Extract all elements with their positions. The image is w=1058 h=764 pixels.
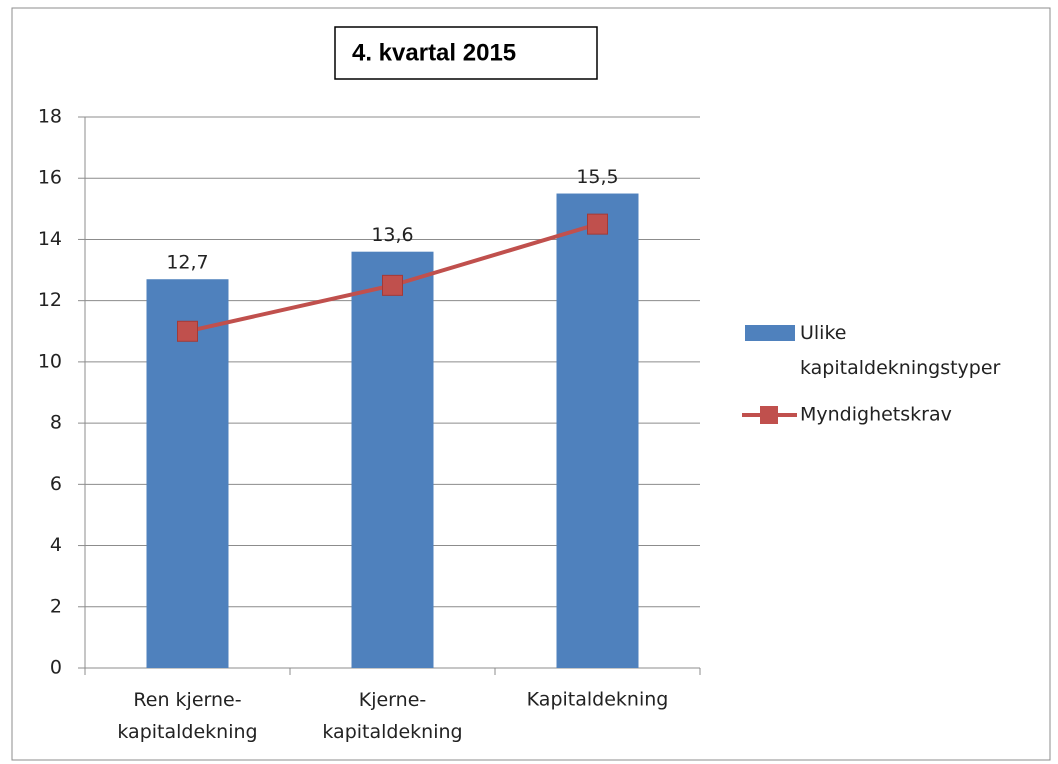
- marker: [382, 274, 403, 296]
- data-label: 13,6: [371, 224, 413, 246]
- data-label: 15,5: [576, 166, 618, 188]
- bar: [146, 279, 229, 668]
- y-tick-label: 12: [38, 289, 62, 311]
- legend-label: Ulike kapitaldekningstyper: [800, 322, 1001, 379]
- marker: [587, 213, 608, 235]
- bar: [351, 251, 434, 668]
- y-tick-label: 18: [38, 106, 62, 128]
- x-tick-label: Kapitaldekning: [527, 689, 669, 711]
- legend-swatch: [745, 325, 795, 341]
- title-box: [334, 26, 598, 80]
- chart-title: 4. kvartal 2015: [352, 39, 516, 66]
- y-tick-label: 0: [50, 657, 62, 679]
- y-tick-label: 2: [50, 595, 62, 617]
- y-tick-label: 4: [50, 534, 62, 556]
- x-tick-label: Ren kjerne-kapitaldekning: [117, 689, 257, 743]
- marker: [177, 320, 198, 342]
- y-tick-label: 14: [38, 228, 62, 250]
- y-tick-label: 10: [38, 350, 62, 372]
- legend-swatch: [760, 406, 778, 424]
- x-tick-label: Kjerne-kapitaldekning: [322, 689, 462, 743]
- legend-label: Myndighetskrav: [800, 404, 952, 426]
- bar: [556, 193, 639, 668]
- y-tick-label: 8: [50, 412, 62, 434]
- y-tick-label: 16: [38, 167, 62, 189]
- y-tick-label: 6: [50, 473, 62, 495]
- data-label: 12,7: [166, 252, 208, 274]
